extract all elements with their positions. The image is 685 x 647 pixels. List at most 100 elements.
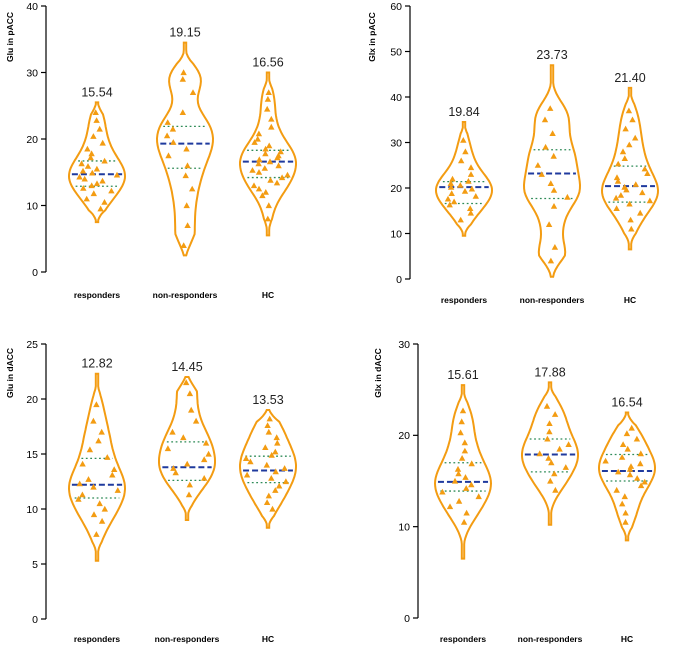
data-point <box>263 499 271 505</box>
chart-panel-4: 0 10 20 30 Glx in dACC 15.61 responders 17.88 no… <box>373 339 657 644</box>
data-point <box>272 448 279 455</box>
data-point <box>84 145 91 152</box>
violin-non-responders <box>522 64 582 278</box>
x-category-label: HC <box>262 634 274 644</box>
data-point <box>189 185 196 192</box>
y-axis-title: Glu in dACC <box>5 348 15 398</box>
data-point <box>462 474 469 480</box>
mean-label: 16.54 <box>611 396 642 410</box>
data-point <box>461 447 469 454</box>
data-point <box>96 500 103 507</box>
data-point <box>265 202 272 209</box>
violin-HC <box>600 86 660 251</box>
data-point <box>109 471 116 478</box>
data-point <box>612 194 620 201</box>
data-point <box>182 172 189 179</box>
chart-panel-1: 0 10 20 30 40 Glu in pACC 15.54 responders 19.15… <box>5 1 297 300</box>
y-tick-label: 15 <box>26 449 38 461</box>
data-point <box>627 216 634 223</box>
data-point <box>272 468 279 475</box>
y-tick-label: 50 <box>390 46 402 58</box>
data-point <box>201 475 208 481</box>
data-point <box>446 201 453 208</box>
violin-responders <box>67 101 127 224</box>
data-point <box>189 89 197 95</box>
data-point <box>255 185 263 192</box>
x-category-label: responders <box>74 634 121 644</box>
data-point <box>467 209 474 216</box>
data-point <box>93 180 101 187</box>
data-point <box>639 189 646 196</box>
data-point <box>447 183 455 190</box>
data-point <box>165 152 172 159</box>
data-point <box>458 157 465 164</box>
data-point <box>90 511 98 518</box>
data-point <box>444 195 452 202</box>
data-point <box>613 174 621 181</box>
data-point <box>184 460 191 467</box>
y-tick-label: 0 <box>396 274 402 286</box>
data-point <box>627 463 635 469</box>
data-point <box>565 441 572 447</box>
data-point <box>546 420 553 426</box>
data-point <box>184 222 191 228</box>
data-point <box>93 531 100 537</box>
data-point <box>78 160 85 167</box>
y-tick-label: 30 <box>398 339 410 351</box>
y-tick-label: 10 <box>398 521 410 533</box>
mean-label: 19.15 <box>169 26 200 40</box>
violin-responders <box>434 121 494 237</box>
data-point <box>541 116 549 123</box>
data-point <box>265 89 272 95</box>
data-point <box>247 458 254 465</box>
data-point <box>622 518 629 525</box>
data-point <box>179 109 186 115</box>
mean-label: 13.53 <box>252 393 283 407</box>
data-point <box>637 450 644 457</box>
data-point <box>621 155 628 161</box>
data-point <box>534 162 542 168</box>
violin-HC <box>239 409 297 529</box>
data-point <box>273 434 280 441</box>
data-point <box>101 199 108 205</box>
data-point <box>615 160 622 167</box>
data-point <box>265 492 272 499</box>
data-point <box>624 445 631 452</box>
data-point <box>467 171 475 177</box>
data-point <box>468 481 475 488</box>
data-point <box>544 435 551 442</box>
data-point <box>268 475 275 481</box>
data-point <box>448 190 455 196</box>
data-point <box>90 483 97 490</box>
data-point <box>641 478 648 485</box>
data-point <box>265 428 272 435</box>
data-point <box>92 109 99 115</box>
violin-responders <box>67 372 127 562</box>
data-point <box>547 477 554 484</box>
y-tick-label: 30 <box>26 67 38 79</box>
data-point <box>184 162 191 169</box>
data-point <box>243 471 251 478</box>
mean-label: 19.84 <box>448 105 479 119</box>
data-point <box>637 482 645 489</box>
data-point <box>250 182 258 189</box>
data-point <box>281 465 288 471</box>
data-point <box>549 130 556 136</box>
data-point <box>169 125 177 132</box>
data-point <box>169 428 176 435</box>
data-point <box>457 182 464 188</box>
data-point <box>104 454 111 460</box>
data-point <box>170 139 177 145</box>
data-point <box>93 117 100 123</box>
data-point <box>458 418 465 425</box>
data-point <box>275 162 282 169</box>
data-point <box>264 105 271 112</box>
data-point <box>275 152 282 159</box>
y-tick-label: 0 <box>32 267 38 279</box>
data-point <box>262 444 269 450</box>
data-point <box>618 454 626 460</box>
data-point <box>439 488 446 495</box>
mean-label: 23.73 <box>536 48 567 62</box>
y-tick-label: 20 <box>26 134 38 146</box>
y-tick-label: 0 <box>404 613 410 625</box>
